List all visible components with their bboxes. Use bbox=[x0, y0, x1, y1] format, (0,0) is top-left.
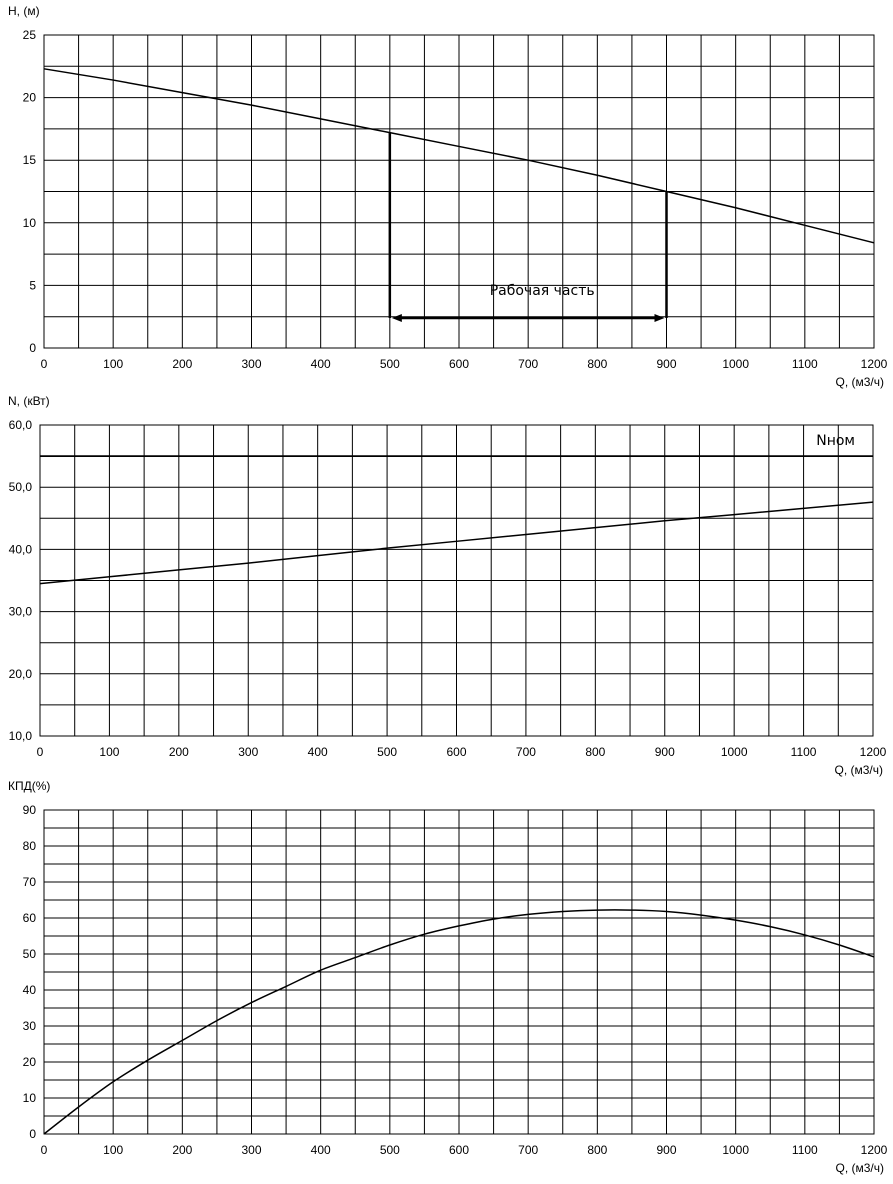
x-tick-label: 1000 bbox=[722, 357, 749, 371]
y-tick-label: 20 bbox=[23, 91, 37, 105]
y-tick-label: 30,0 bbox=[9, 605, 33, 619]
x-tick-label: 200 bbox=[169, 745, 189, 759]
y-tick-label: 0 bbox=[29, 1127, 36, 1141]
x-tick-label: 0 bbox=[41, 357, 48, 371]
x-tick-label: 900 bbox=[656, 357, 676, 371]
plot-frame bbox=[43, 34, 875, 349]
working-range-label: Рабочая часть bbox=[490, 283, 595, 299]
y-tick-label: 80 bbox=[23, 839, 37, 853]
x-tick-label: 1200 bbox=[861, 357, 888, 371]
y-axis-title: H, (м) bbox=[8, 4, 40, 18]
y-tick-label: 15 bbox=[23, 153, 37, 167]
x-tick-label: 400 bbox=[308, 745, 328, 759]
y-tick-label: 0 bbox=[29, 341, 36, 355]
arrow-head-right bbox=[654, 313, 665, 322]
x-tick-label: 900 bbox=[655, 745, 675, 759]
x-tick-label: 200 bbox=[172, 1143, 192, 1157]
series-line bbox=[43, 909, 875, 1135]
x-tick-label: 600 bbox=[449, 357, 469, 371]
y-tick-label: 25 bbox=[23, 28, 37, 42]
arrow-head-left bbox=[391, 313, 402, 322]
y-tick-label: 10 bbox=[23, 1091, 37, 1105]
x-tick-label: 800 bbox=[587, 1143, 607, 1157]
x-tick-label: 700 bbox=[518, 1143, 538, 1157]
y-tick-label: 50,0 bbox=[9, 480, 33, 494]
y-tick-label: 70 bbox=[23, 875, 37, 889]
x-tick-label: 1000 bbox=[722, 1143, 749, 1157]
chart-3: 0 100 200 300 400 500 600 700 800 900 1000 1100 1200… bbox=[8, 779, 888, 1175]
y-tick-label: 60,0 bbox=[9, 418, 33, 432]
x-tick-label: 100 bbox=[103, 357, 123, 371]
chart-2: 0 100 200 300 400 500 600 700 800 900 1000 1100 1200… bbox=[8, 394, 887, 777]
x-tick-label: 0 bbox=[41, 1143, 48, 1157]
x-tick-label: 100 bbox=[99, 745, 119, 759]
y-axis-title: КПД(%) bbox=[8, 779, 50, 793]
x-tick-label: 300 bbox=[241, 1143, 261, 1157]
plot-frame bbox=[39, 424, 874, 737]
x-tick-label: 700 bbox=[518, 357, 538, 371]
y-tick-label: 60 bbox=[23, 911, 37, 925]
x-tick-label: 400 bbox=[311, 357, 331, 371]
x-tick-label: 1000 bbox=[721, 745, 748, 759]
x-tick-label: 100 bbox=[103, 1143, 123, 1157]
x-tick-label: 1100 bbox=[792, 357, 818, 371]
x-tick-label: 500 bbox=[380, 1143, 400, 1157]
plot-frame bbox=[43, 809, 875, 1135]
x-tick-label: 600 bbox=[449, 1143, 469, 1157]
x-tick-label: 1200 bbox=[861, 1143, 888, 1157]
x-tick-label: 500 bbox=[380, 357, 400, 371]
x-tick-label: 800 bbox=[587, 357, 607, 371]
x-axis-title: Q, (м3/ч) bbox=[835, 375, 884, 389]
y-tick-label: 40,0 bbox=[9, 542, 33, 556]
x-tick-label: 600 bbox=[446, 745, 466, 759]
y-tick-label: 50 bbox=[23, 947, 37, 961]
x-tick-label: 700 bbox=[516, 745, 536, 759]
x-axis-title: Q, (м3/ч) bbox=[835, 1161, 884, 1175]
nominal-power-label: Nном bbox=[816, 433, 855, 449]
x-tick-label: 1200 bbox=[860, 745, 887, 759]
y-tick-label: 10 bbox=[23, 216, 37, 230]
x-tick-label: 400 bbox=[311, 1143, 331, 1157]
x-tick-label: 300 bbox=[241, 357, 261, 371]
x-tick-label: 1100 bbox=[791, 745, 817, 759]
x-tick-label: 0 bbox=[37, 745, 44, 759]
x-axis-title: Q, (м3/ч) bbox=[834, 763, 883, 777]
x-tick-label: 900 bbox=[656, 1143, 676, 1157]
y-tick-label: 20,0 bbox=[9, 667, 33, 681]
series-line bbox=[39, 501, 874, 585]
y-tick-label: 20 bbox=[23, 1055, 37, 1069]
x-tick-label: 800 bbox=[585, 745, 605, 759]
x-tick-label: 200 bbox=[172, 357, 192, 371]
y-tick-label: 30 bbox=[23, 1019, 37, 1033]
chart-1: 0 100 200 300 400 500 600 700 800 900 1000 1100 1200… bbox=[8, 4, 888, 389]
series-line bbox=[43, 68, 875, 244]
y-tick-label: 40 bbox=[23, 983, 37, 997]
x-tick-label: 300 bbox=[238, 745, 258, 759]
y-tick-label: 90 bbox=[23, 803, 37, 817]
x-tick-label: 500 bbox=[377, 745, 397, 759]
y-axis-title: N, (кВт) bbox=[8, 394, 50, 408]
y-tick-label: 10,0 bbox=[9, 729, 33, 743]
x-tick-label: 1100 bbox=[792, 1143, 818, 1157]
y-tick-label: 5 bbox=[29, 278, 36, 292]
